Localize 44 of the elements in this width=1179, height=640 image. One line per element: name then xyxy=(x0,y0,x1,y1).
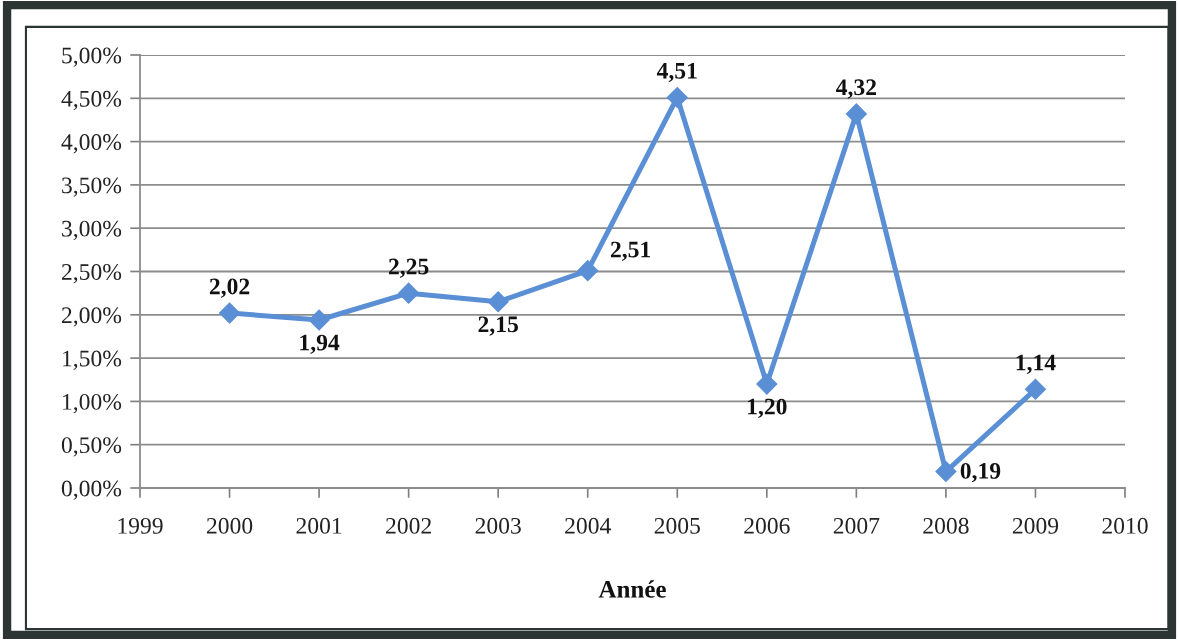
point xyxy=(219,302,241,324)
y-tick-label: 1,50% xyxy=(63,350,122,370)
y-tick-label: 2,00% xyxy=(61,307,122,327)
point xyxy=(308,309,330,331)
y-tick-label: 5,00% xyxy=(62,47,122,67)
x-tick-label: 2001 xyxy=(296,517,342,534)
x-tick-label: 2006 xyxy=(744,517,790,534)
point xyxy=(398,282,420,304)
point xyxy=(487,291,509,313)
y-tick-label: 1,00% xyxy=(63,393,122,414)
y-tick-label: 3,00% xyxy=(62,220,122,241)
point xyxy=(756,373,778,395)
y-tick-label: 4,50% xyxy=(61,90,122,111)
y-tick-label: 4,00% xyxy=(61,134,122,154)
y-tick-label: 0,00% xyxy=(61,480,122,500)
y-tick-label: 2,50% xyxy=(61,263,122,284)
data-label: 1,20 xyxy=(748,398,787,419)
data-label: 2,25 xyxy=(388,258,429,278)
point xyxy=(935,461,957,483)
data-label: 2,51 xyxy=(610,241,651,261)
data-label: 2,02 xyxy=(209,278,250,298)
data-label: 4,32 xyxy=(836,79,877,99)
x-tick-label: 2008 xyxy=(923,517,969,534)
point xyxy=(666,86,688,108)
data-label: 2,15 xyxy=(478,316,518,336)
x-tick-label: 2004 xyxy=(565,517,611,534)
x-tick-label: 2005 xyxy=(654,517,700,534)
x-tick-label: 2002 xyxy=(386,517,431,534)
x-tick-label: 2009 xyxy=(1012,517,1059,534)
x-tick-label: 2003 xyxy=(475,517,521,534)
data-label: 1,14 xyxy=(1016,354,1056,375)
x-axis-title: Année xyxy=(598,580,666,598)
data-label: 0,19 xyxy=(960,462,1001,483)
x-tick-label: 2007 xyxy=(833,517,880,534)
x-tick-label: 2010 xyxy=(1102,517,1148,534)
y-tick-label: 0,50% xyxy=(61,437,122,457)
point xyxy=(845,103,867,125)
y-tick-label: 3,50% xyxy=(62,177,122,197)
x-tick-label: 2000 xyxy=(206,517,253,534)
point xyxy=(577,260,599,282)
x-tick-label: 1999 xyxy=(118,517,163,534)
data-label: 1,94 xyxy=(300,334,340,354)
data-label: 4,51 xyxy=(656,62,697,83)
point xyxy=(1024,378,1046,400)
